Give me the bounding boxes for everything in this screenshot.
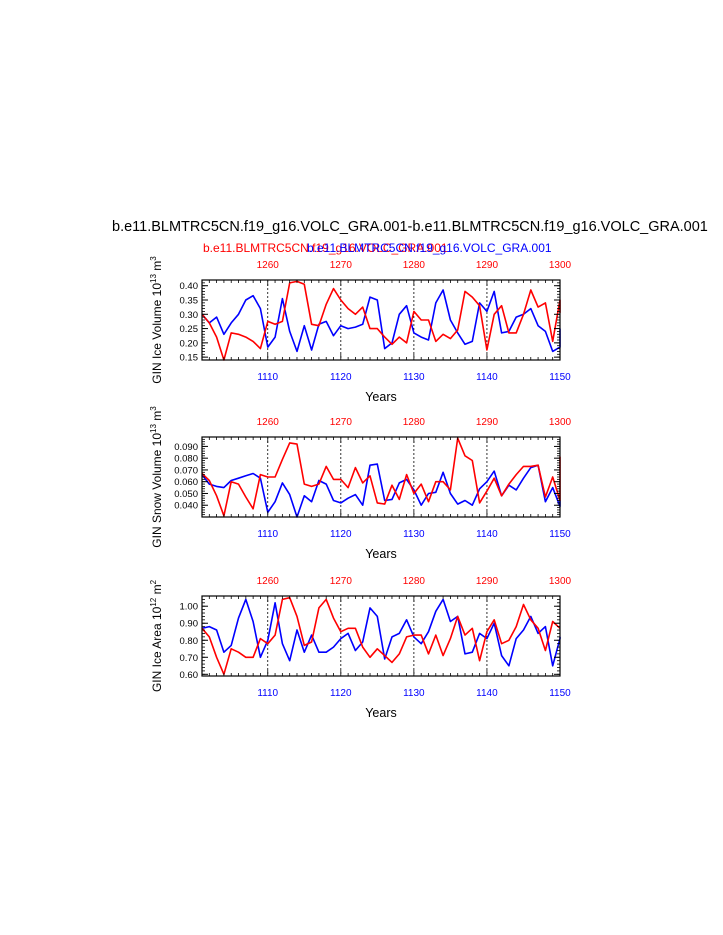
x-top-tick-label: 1280: [403, 260, 426, 271]
y-axis-label: GIN Ice Volume 1013 m3: [149, 256, 164, 384]
y-tick-label: 0.25: [180, 324, 199, 335]
red-series-line: [201, 596, 561, 676]
x-bottom-tick-label: 1140: [476, 688, 498, 699]
x-bottom-tick-label: 1150: [549, 688, 571, 699]
y-tick-label: 0.070: [174, 465, 198, 476]
x-top-tick-label: 1260: [257, 417, 280, 428]
x-top-tick-label: 1270: [330, 576, 353, 587]
x-top-tick-label: 1290: [476, 417, 499, 428]
subtitle-red: b.e11.BLMTRC5CN.f19_g16.VOLC_GRA.001: [203, 241, 448, 255]
x-bottom-tick-label: 1110: [257, 529, 278, 540]
x-bottom-tick-label: 1130: [403, 529, 425, 540]
x-bottom-tick-label: 1110: [257, 372, 278, 383]
x-top-tick-label: 1300: [549, 417, 572, 428]
panel-3: 0.60 0.70 0.80 0.90 1.00 1110 1120 1130 1140 1150…: [149, 576, 572, 720]
blue-series-line: [201, 598, 561, 667]
y-axis-label: GIN Ice Area 1012 m2: [149, 579, 164, 692]
blue-series-line: [201, 289, 561, 353]
x-top-tick-label: 1300: [549, 576, 572, 587]
x-bottom-tick-label: 1130: [403, 688, 425, 699]
red-series-line: [201, 280, 561, 361]
x-top-tick-label: 1280: [403, 576, 426, 587]
y-tick-label: 0.60: [180, 670, 199, 681]
x-axis-label: Years: [365, 547, 397, 561]
x-bottom-tick-label: 1140: [476, 529, 498, 540]
y-axis-label: GIN Snow Volume 1013 m3: [149, 406, 164, 548]
x-bottom-tick-label: 1120: [330, 688, 352, 699]
x-top-tick-label: 1260: [257, 576, 280, 587]
x-top-tick-label: 1290: [476, 260, 499, 271]
y-tick-label: 0.40: [180, 281, 199, 292]
x-axis-label: Years: [365, 390, 397, 404]
y-tick-label: 0.90: [180, 619, 199, 630]
blue-series-line: [201, 463, 561, 518]
subtitle-blue: b.e11.BLMTRC5CN.f19_g16.VOLC_GRA.001: [307, 241, 552, 255]
y-tick-label: 0.20: [180, 338, 199, 349]
plot-frame: [201, 595, 561, 677]
y-tick-label: 0.15: [180, 353, 199, 364]
x-top-tick-label: 1260: [257, 260, 280, 271]
x-axis-label: Years: [365, 706, 397, 720]
y-tick-label: 0.30: [180, 310, 199, 321]
y-tick-label: 0.050: [174, 489, 198, 500]
x-bottom-tick-label: 1110: [257, 688, 278, 699]
plot-frame: [201, 436, 561, 518]
x-bottom-tick-label: 1120: [330, 372, 352, 383]
x-bottom-tick-label: 1120: [330, 529, 352, 540]
x-top-tick-label: 1290: [476, 576, 499, 587]
x-top-tick-label: 1300: [549, 260, 572, 271]
x-bottom-tick-label: 1140: [476, 372, 498, 383]
x-top-tick-label: 1280: [403, 417, 426, 428]
y-tick-label: 0.090: [174, 442, 198, 453]
panels: 0.15 0.20 0.25 0.30 0.35 0.40 1110 1120 1130 1140…: [149, 256, 572, 720]
x-top-tick-label: 1270: [330, 417, 353, 428]
y-tick-label: 0.080: [174, 454, 198, 465]
y-tick-label: 0.35: [180, 296, 199, 307]
x-bottom-tick-label: 1150: [549, 529, 571, 540]
y-tick-label: 0.040: [174, 501, 198, 512]
x-bottom-tick-label: 1130: [403, 372, 425, 383]
y-tick-label: 0.70: [180, 653, 199, 664]
panel-1: 0.15 0.20 0.25 0.30 0.35 0.40 1110 1120 1130 1140…: [149, 256, 572, 404]
x-bottom-tick-label: 1150: [549, 372, 571, 383]
x-top-tick-label: 1270: [330, 260, 353, 271]
y-tick-label: 1.00: [180, 602, 199, 613]
main-title: b.e11.BLMTRC5CN.f19_g16.VOLC_GRA.001-b.e…: [112, 219, 708, 235]
red-series-line: [201, 437, 561, 517]
y-tick-label: 0.80: [180, 636, 199, 647]
y-tick-label: 0.060: [174, 477, 198, 488]
